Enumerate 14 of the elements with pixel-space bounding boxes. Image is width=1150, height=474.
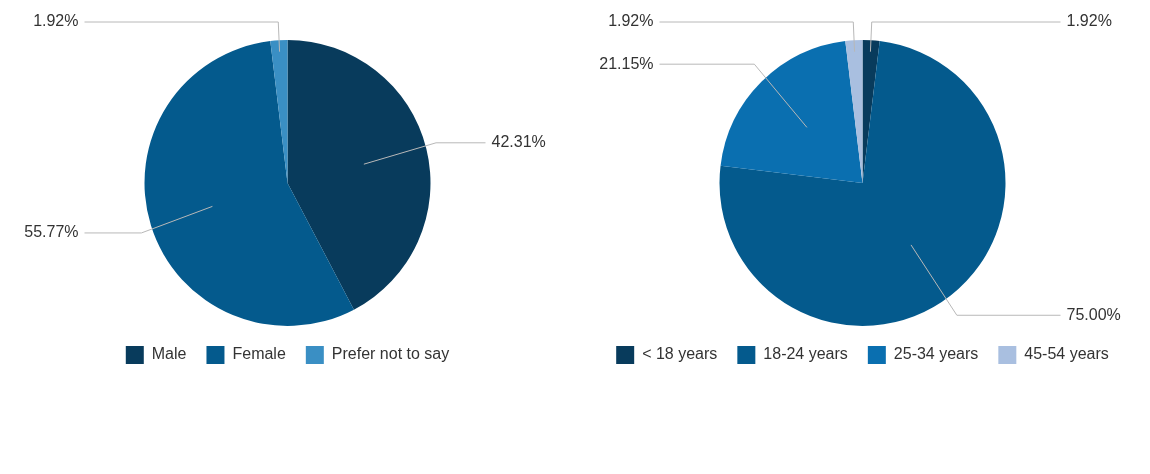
legend-label: 45-54 years — [1024, 345, 1109, 363]
data-label: 55.77% — [24, 223, 79, 241]
legend-label: Male — [151, 345, 187, 363]
data-label: 42.31% — [491, 133, 546, 151]
legend-label: Prefer not to say — [331, 345, 450, 363]
legend-label: < 18 years — [642, 345, 718, 363]
data-label: 1.92% — [33, 12, 79, 30]
data-label: 75.00% — [1066, 305, 1121, 323]
data-label: 21.15% — [599, 54, 654, 72]
legend-label: 18-24 years — [763, 345, 848, 363]
data-label: 1.92% — [1066, 12, 1112, 30]
legend-label: Female — [232, 345, 286, 363]
legend-label: 25-34 years — [893, 345, 979, 363]
data-label: 1.92% — [608, 12, 654, 30]
